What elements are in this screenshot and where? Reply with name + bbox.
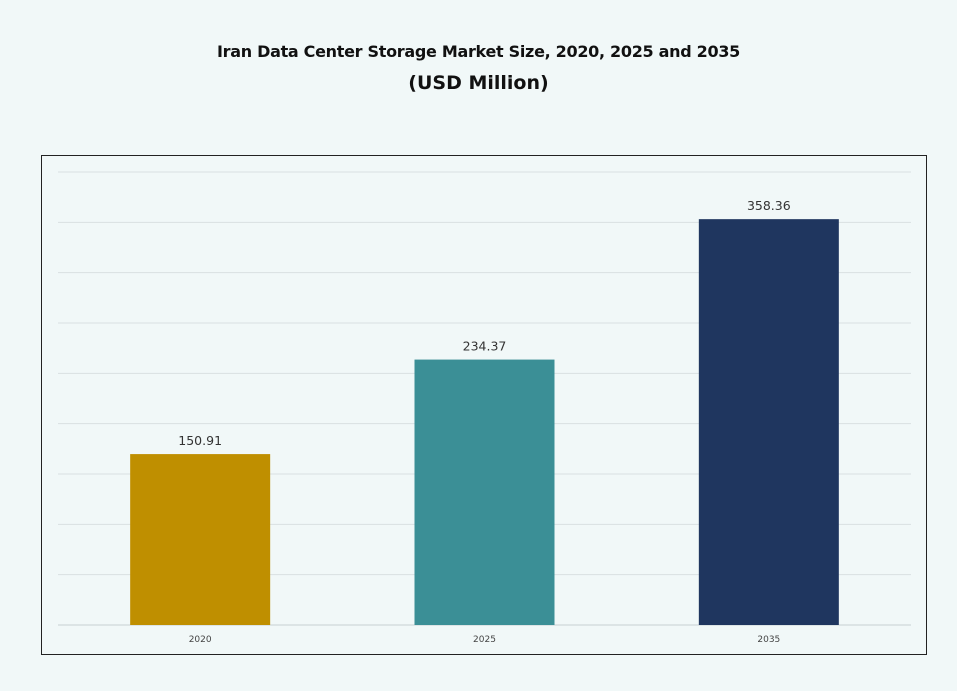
data-label-2025: 234.37 — [463, 339, 507, 354]
bar-2035 — [698, 219, 839, 626]
bar-2020 — [130, 454, 271, 625]
bar-2025 — [414, 359, 555, 625]
chart-subtitle: (USD Million) — [408, 72, 549, 94]
x-tick-label-2020: 2020 — [189, 635, 212, 645]
data-label-2035: 358.36 — [747, 198, 791, 213]
data-label-2020: 150.91 — [178, 433, 222, 448]
chart-title: Iran Data Center Storage Market Size, 20… — [216, 42, 740, 61]
x-tick-label-2035: 2035 — [757, 635, 780, 645]
x-tick-label-2025: 2025 — [473, 635, 496, 645]
